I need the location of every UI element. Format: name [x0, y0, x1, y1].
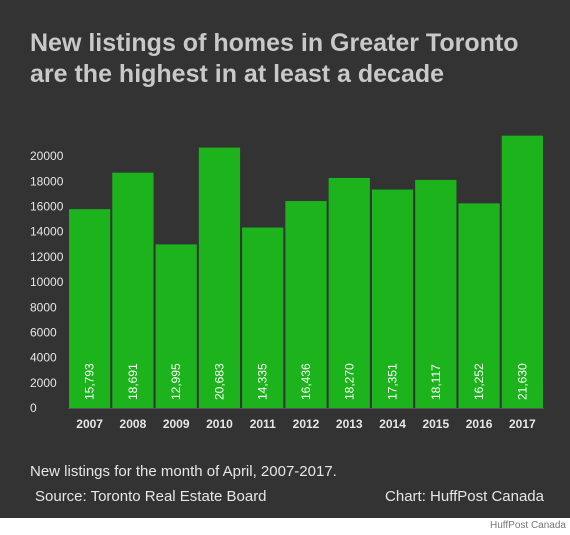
- bar-value-label: 15,793: [83, 363, 97, 400]
- bar-value-label: 20,683: [212, 363, 226, 400]
- y-tick-label: 4000: [30, 351, 57, 365]
- y-tick-label: 18000: [30, 174, 64, 188]
- y-tick-label: 14000: [30, 225, 64, 239]
- bar-value-label: 21,630: [515, 363, 529, 400]
- y-tick-label: 6000: [30, 325, 57, 339]
- x-tick-label: 2010: [206, 417, 233, 431]
- chart-source: Source: Toronto Real Estate Board: [35, 488, 267, 505]
- x-tick-label: 2014: [379, 417, 406, 431]
- bar-value-label: 17,351: [386, 363, 400, 400]
- bar: [415, 179, 457, 408]
- bar-value-label: 18,117: [429, 364, 443, 400]
- bar: [371, 189, 414, 408]
- chart-card: New listings of homes in Greater Toronto…: [0, 0, 570, 518]
- y-tick-label: 0: [30, 401, 37, 415]
- bar: [69, 209, 111, 408]
- x-tick-label: 2013: [336, 417, 363, 431]
- bar-value-label: 12,995: [169, 363, 183, 400]
- bar-value-label: 18,691: [126, 363, 140, 400]
- bar: [155, 244, 197, 408]
- y-tick-label: 8000: [30, 300, 57, 314]
- x-tick-label: 2007: [76, 417, 103, 431]
- bar: [242, 227, 284, 408]
- bar: [501, 135, 543, 408]
- y-tick-label: 20000: [30, 149, 64, 163]
- chart-title: New listings of homes in Greater Toronto…: [30, 29, 519, 88]
- y-tick-label: 10000: [30, 275, 64, 289]
- x-tick-label: 2017: [509, 417, 536, 431]
- bar-value-label: 14,335: [256, 363, 270, 400]
- x-tick-label: 2009: [163, 417, 190, 431]
- bar: [112, 172, 154, 408]
- bar: [328, 177, 370, 408]
- bar: [458, 203, 500, 408]
- x-tick-label: 2016: [466, 417, 493, 431]
- bar-value-label: 16,252: [472, 363, 486, 400]
- x-tick-label: 2012: [293, 417, 320, 431]
- y-tick-label: 12000: [30, 250, 64, 264]
- bar: [285, 201, 327, 408]
- bar: [198, 147, 241, 409]
- bar-chart: 0 2000 4000 6000 8000 10000 12000 14000 16000 180…: [30, 135, 544, 431]
- x-tick-label: 2011: [250, 417, 276, 431]
- chart-credit: Chart: HuffPost Canada: [385, 488, 544, 505]
- chart-note: New listings for the month of April, 200…: [30, 463, 337, 480]
- y-tick-label: 16000: [30, 200, 64, 214]
- bar-value-label: 18,270: [342, 363, 356, 400]
- publisher-footer: HuffPost Canada: [490, 520, 566, 531]
- y-tick-label: 2000: [30, 376, 57, 390]
- bar-value-label: 16,436: [299, 363, 313, 400]
- x-tick-label: 2015: [422, 417, 449, 431]
- x-tick-label: 2008: [120, 417, 147, 431]
